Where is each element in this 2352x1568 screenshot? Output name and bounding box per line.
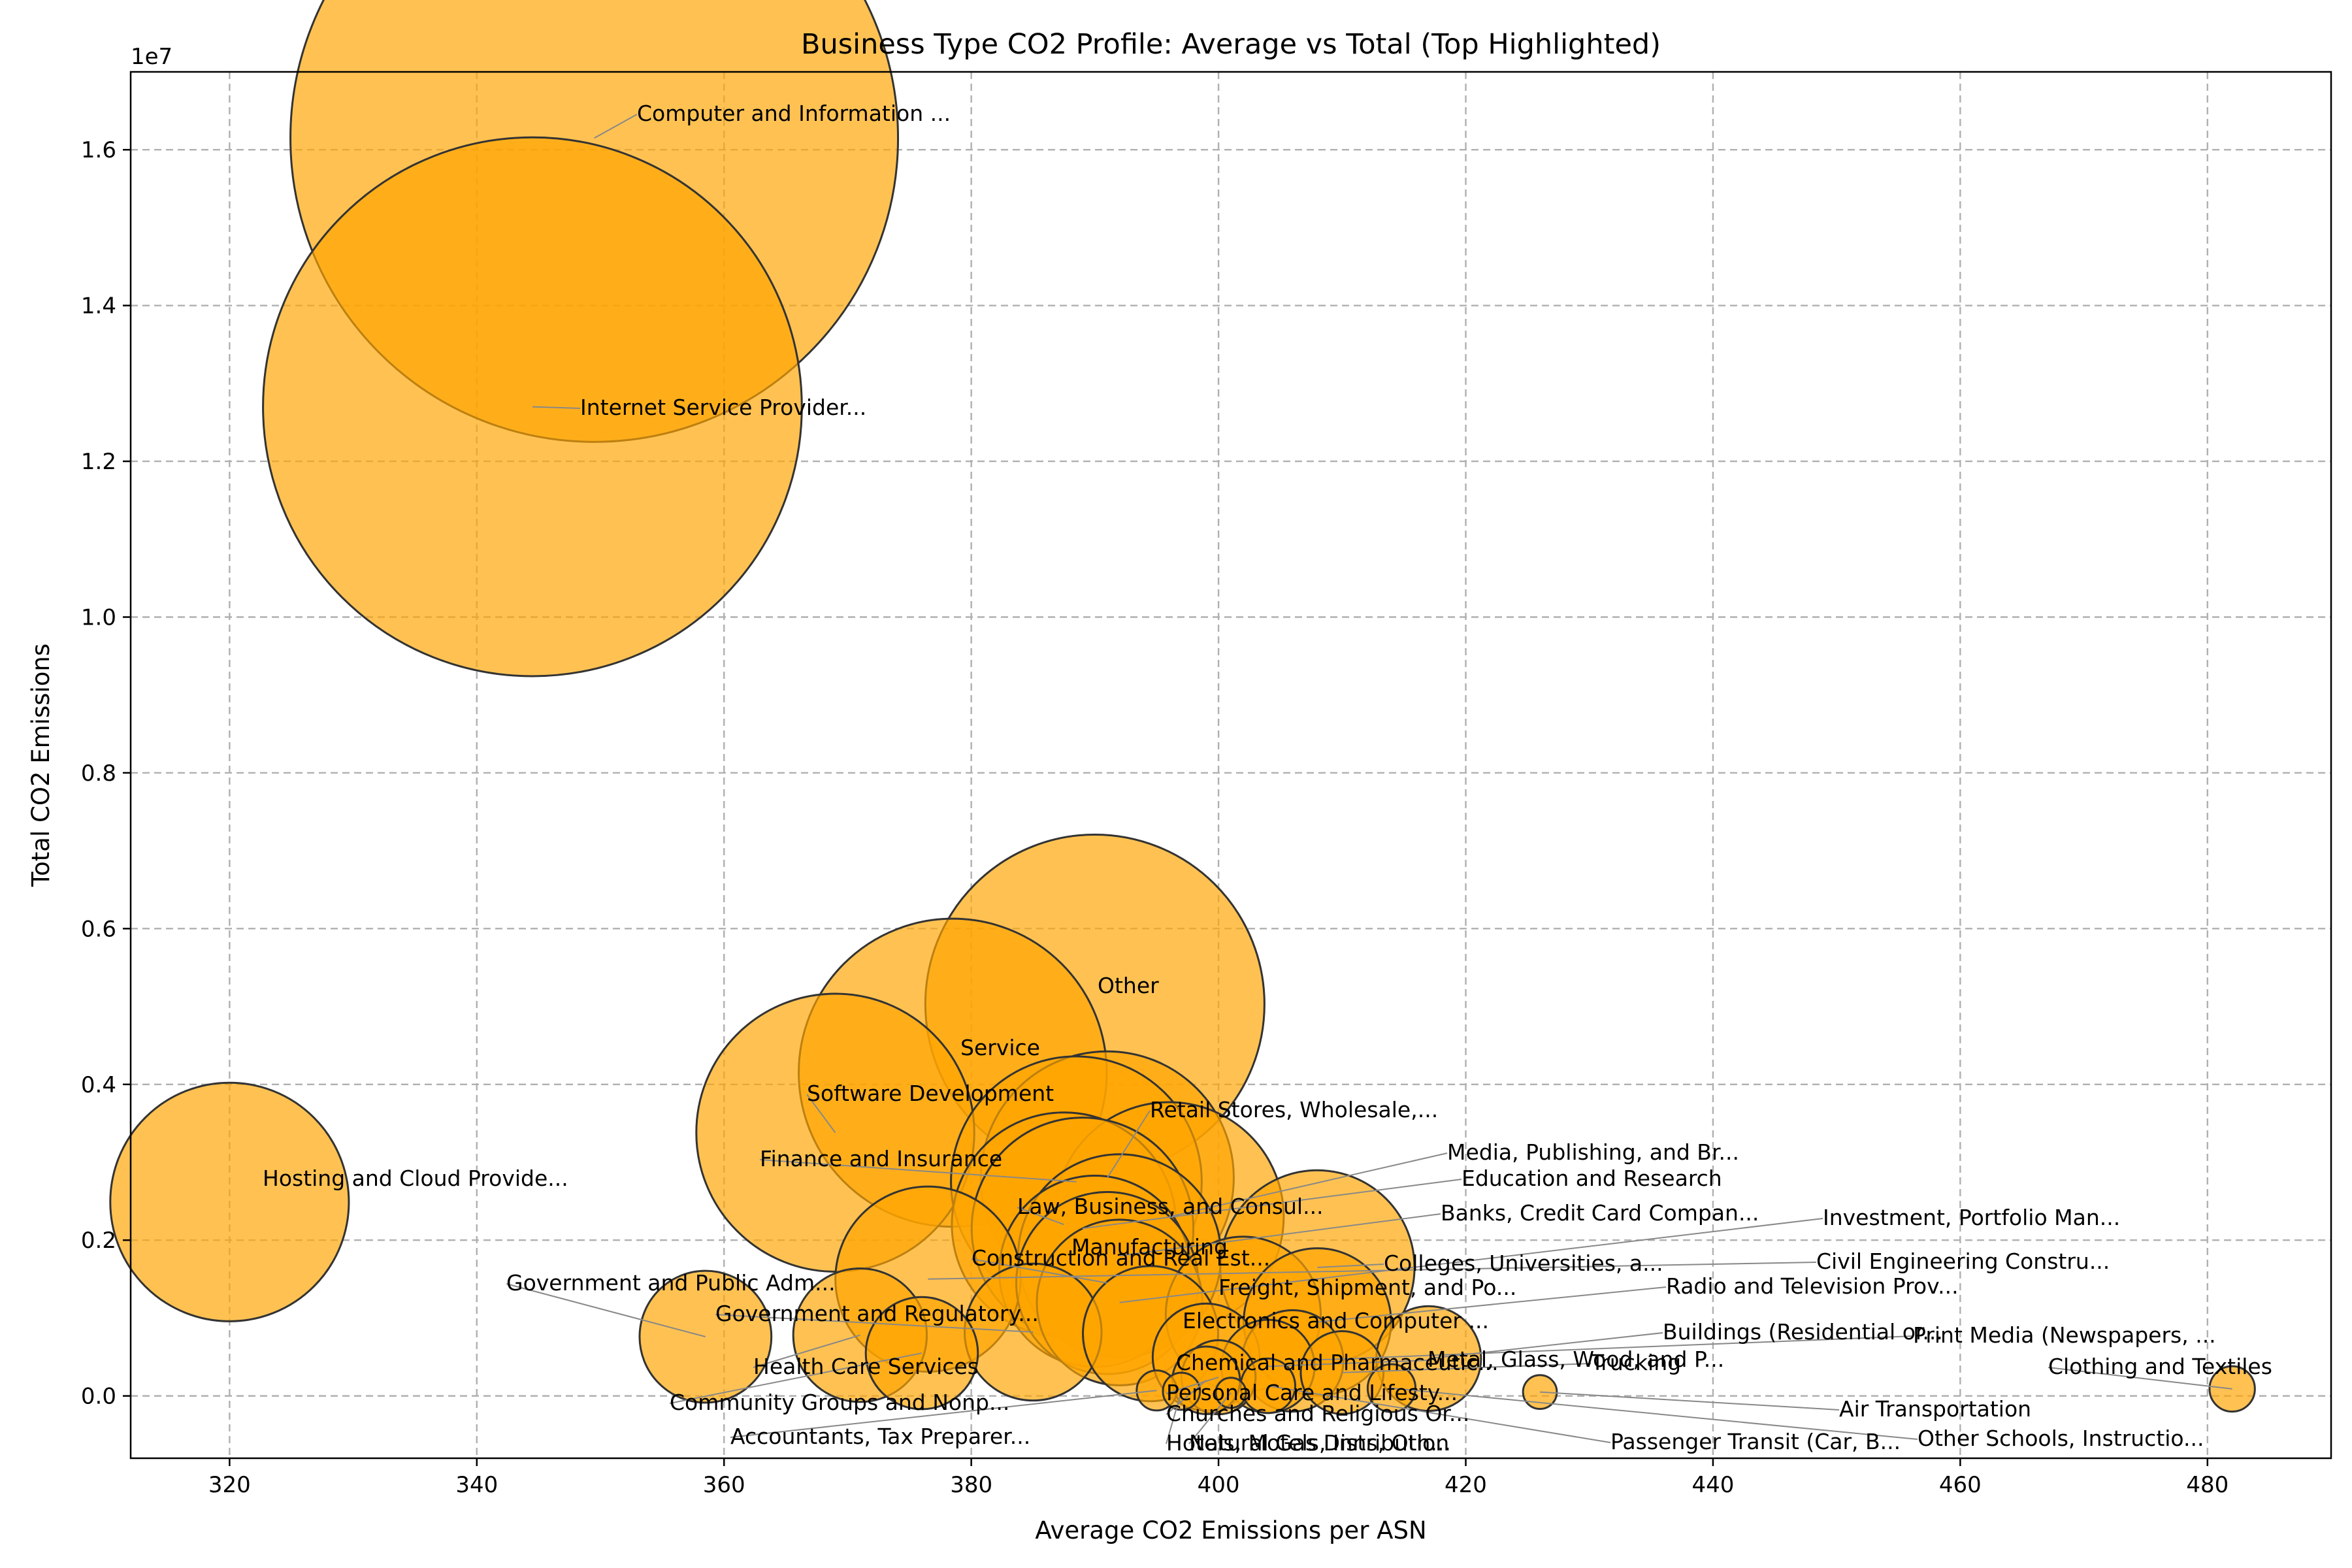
point-label: Health Care Services (753, 1354, 979, 1379)
point-label: Other (1098, 973, 1159, 998)
leader-line (1292, 1335, 1914, 1362)
point-label: Churches and Religious Or... (1166, 1401, 1469, 1426)
point-label: Manufacturing (1071, 1234, 1228, 1260)
y-tick-label: 1.0 (81, 604, 116, 630)
leader-line (1539, 1391, 1840, 1411)
point-label: Accountants, Tax Preparer... (730, 1424, 1030, 1449)
leader-line (806, 1094, 836, 1134)
point-label: Personal Care and Lifesty... (1166, 1380, 1458, 1405)
leader-line (1166, 1380, 1207, 1415)
point-label: Colleges, Universities, a... (1384, 1250, 1663, 1276)
point-label: Investment, Portfolio Man... (1823, 1205, 2120, 1230)
point-label: Natural Gas Distribution (1189, 1430, 1449, 1456)
y-axis-label: Total CO2 Emissions (27, 644, 55, 887)
x-tick-label: 440 (1691, 1472, 1734, 1498)
leader-line (928, 1262, 1817, 1280)
x-tick-label: 340 (455, 1472, 498, 1498)
point-label: Media, Publishing, and Br... (1447, 1139, 1739, 1165)
leader-line (715, 1314, 1034, 1333)
leader-line (1317, 1286, 1667, 1323)
point-label: Hosting and Cloud Provide... (263, 1166, 568, 1191)
leader-line (532, 406, 581, 409)
leader-line (1342, 1363, 1592, 1373)
point-label: Radio and Television Prov... (1666, 1273, 1959, 1299)
leader-line (759, 1159, 1077, 1183)
bubble-point (963, 1262, 1103, 1402)
y-tick-label: 0.4 (81, 1072, 116, 1098)
leader-line (1166, 1377, 1219, 1394)
point-label: Finance and Insurance (760, 1146, 1002, 1171)
y-tick-label: 0.8 (81, 760, 116, 787)
leader-line (1188, 1392, 1232, 1445)
point-label: Retail Stores, Wholesale,... (1150, 1097, 1438, 1122)
y-axis-ticks: 0.0 0.2 0.4 0.6 0.8 1.0 1.2 1.4 1.6 (81, 137, 131, 1410)
leader-line (1166, 1391, 1183, 1445)
y-tick-label: 1.6 (81, 137, 116, 163)
point-label: Trucking (1590, 1350, 1681, 1375)
y-axis-offset-text: 1e7 (131, 44, 172, 70)
leader-line (1317, 1264, 1384, 1268)
leader-line (1267, 1360, 1428, 1367)
leader-line (2048, 1367, 2232, 1390)
leader-line (1119, 1218, 1823, 1303)
point-label: Computer and Information ... (637, 101, 951, 126)
x-axis-ticks: 320 340 360 380 400 420 440 460 480 (208, 1458, 2229, 1498)
point-label: Metal, Glass, Wood, and P... (1428, 1347, 1724, 1372)
y-tick-label: 0.6 (81, 916, 116, 942)
point-label: Print Media (Newspapers, ... (1913, 1322, 2216, 1348)
point-label: Software Development (807, 1081, 1054, 1106)
point-label: Service (960, 1035, 1040, 1060)
chart-title: Business Type CO2 Profile: Average vs To… (801, 28, 1661, 61)
y-tick-label: 0.0 (81, 1384, 116, 1410)
leader-line (1017, 1207, 1064, 1226)
point-label: Education and Research (1462, 1166, 1722, 1191)
point-label: Internet Service Provider... (580, 395, 866, 420)
leader-line (971, 1258, 1107, 1284)
leader-line (1106, 1110, 1151, 1179)
leader-line (669, 1352, 923, 1404)
x-tick-label: 460 (1939, 1472, 1982, 1498)
label-leader-lines (506, 114, 2232, 1445)
x-tick-label: 480 (2186, 1472, 2229, 1498)
y-tick-label: 1.2 (81, 449, 116, 475)
x-tick-label: 420 (1445, 1472, 1487, 1498)
point-label: Community Groups and Nonp... (670, 1390, 1009, 1415)
plot-frame (129, 71, 2332, 1460)
point-label: Hotels, Motels, Inns, Oth... (1166, 1430, 1451, 1456)
leader-line (1391, 1387, 1918, 1440)
point-label: Government and Public Adm... (506, 1270, 836, 1296)
leader-line (506, 1283, 706, 1337)
x-tick-label: 360 (703, 1472, 745, 1498)
point-label: Chemical and Pharmaceutic... (1176, 1350, 1499, 1375)
point-label: Passenger Transit (Car, B... (1610, 1429, 1901, 1454)
point-label: Buildings (Residential or... (1663, 1319, 1943, 1345)
leader-line (753, 1334, 860, 1368)
x-tick-label: 320 (208, 1472, 251, 1498)
leader-line (1082, 1179, 1462, 1230)
y-tick-label: 0.2 (81, 1228, 116, 1254)
point-label: Government and Regulatory... (715, 1301, 1039, 1326)
x-tick-label: 380 (950, 1472, 992, 1498)
point-label: Construction and Real Est... (972, 1245, 1270, 1271)
leader-line (1267, 1385, 1611, 1443)
point-label: Air Transportation (1839, 1396, 2031, 1422)
x-axis-label: Average CO2 Emissions per ASN (1035, 1516, 1426, 1544)
y-tick-label: 1.4 (81, 293, 116, 319)
point-label: Civil Engineering Constru... (1816, 1249, 2110, 1274)
point-label: Electronics and Computer ... (1183, 1308, 1489, 1333)
point-labels: Computer and Information ... Internet Ser… (263, 101, 2272, 1456)
bubble-point (109, 1081, 350, 1322)
leader-line (1119, 1213, 1441, 1257)
x-tick-label: 400 (1198, 1472, 1240, 1498)
point-label: Clothing and Textiles (2048, 1354, 2272, 1379)
leader-line (594, 114, 638, 139)
point-label: Freight, Shipment, and Po... (1218, 1275, 1516, 1300)
leader-line (730, 1390, 1157, 1438)
leader-line (1169, 1152, 1448, 1218)
point-label: Law, Business, and Consul... (1017, 1194, 1324, 1219)
point-label: Banks, Credit Card Compan... (1441, 1200, 1759, 1226)
point-label: Other Schools, Instructio... (1918, 1426, 2204, 1451)
